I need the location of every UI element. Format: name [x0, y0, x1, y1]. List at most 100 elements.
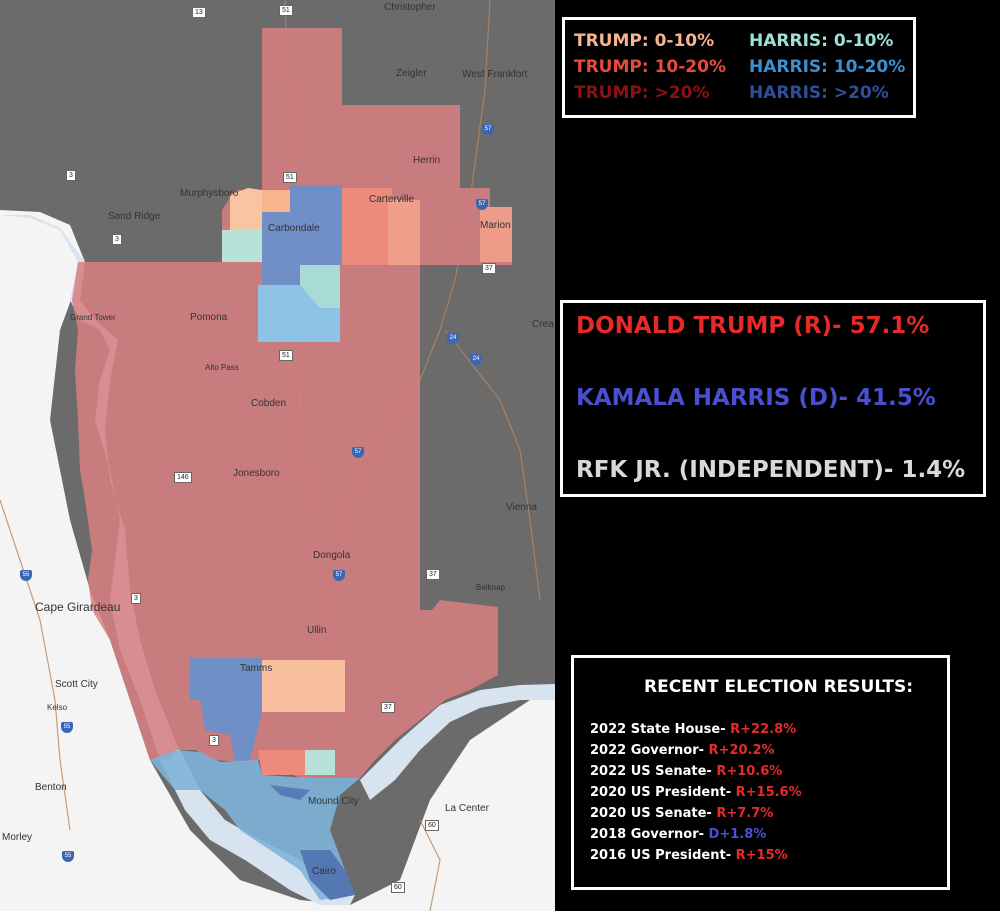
recent-result-row: 2020 US Senate- R+7.7% — [574, 803, 947, 824]
place-label: Jonesboro — [233, 468, 280, 479]
recent-result-value: R+15.6% — [735, 785, 802, 800]
recent-result-value: R+22.8% — [730, 722, 797, 737]
legend-harris-0-10: HARRIS: 0-10% — [749, 31, 894, 51]
interstate-shield: 55 — [62, 851, 74, 862]
place-label: Murphysboro — [180, 188, 239, 199]
place-label: Dongola — [313, 550, 351, 561]
place-label: Christopher — [384, 2, 436, 13]
recent-result-row: 2016 US President- R+15% — [574, 845, 947, 866]
route-shield: 3 — [209, 735, 219, 746]
place-label: La Center — [445, 803, 489, 814]
interstate-shield: 57 — [476, 199, 488, 210]
place-label: Cairo — [312, 866, 336, 877]
ohio-river — [360, 684, 555, 800]
precinct-trump-0-10 — [262, 190, 290, 212]
place-label: Belknap — [476, 583, 505, 592]
recent-result-label: 2020 US Senate- — [590, 806, 717, 821]
recent-result-label: 2022 US Senate- — [590, 764, 717, 779]
route-shield: 13 — [192, 7, 206, 18]
recent-result-row: 2020 US President- R+15.6% — [574, 782, 947, 803]
unshaded-land — [0, 210, 555, 911]
interstate-shield: 55 — [61, 722, 73, 733]
recent-results-box: RECENT ELECTION RESULTS: 2022 State Hous… — [571, 655, 950, 890]
legend-box: TRUMP: 0-10% HARRIS: 0-10% TRUMP: 10-20%… — [562, 17, 916, 118]
legend-harris-10-20: HARRIS: 10-20% — [749, 57, 906, 77]
precinct-harris-0-10 — [305, 750, 335, 775]
place-label: Carbondale — [268, 223, 320, 234]
place-label: Marion — [480, 220, 511, 231]
precinct-trump-0-10 — [260, 660, 345, 712]
recent-result-row: 2018 Governor- D+1.8% — [574, 824, 947, 845]
place-label: Herrin — [413, 155, 441, 166]
interstate-shield: 57 — [333, 570, 345, 581]
route-shield: 60 — [425, 820, 439, 831]
place-label: Grand Tower — [70, 313, 116, 322]
place-label: Scott City — [55, 679, 98, 690]
route-shield: 37 — [381, 702, 395, 713]
recent-result-label: 2022 Governor- — [590, 743, 709, 758]
route-shield: 60 — [391, 882, 405, 893]
recent-result-label: 2018 Governor- — [590, 827, 709, 842]
recent-result-value: R+15% — [735, 848, 788, 863]
interstate-shield: 57 — [482, 124, 494, 135]
result-harris: KAMALA HARRIS (D)- 41.5% — [576, 385, 936, 411]
route-shield: 51 — [283, 172, 297, 183]
precinct-harris-10-20 — [258, 285, 340, 342]
route-shield: 51 — [279, 5, 293, 16]
precinct-harris-10-20 — [262, 185, 342, 285]
route-shield: 146 — [174, 472, 192, 483]
place-label: Ullin — [307, 625, 327, 636]
route-shield: 51 — [279, 350, 293, 361]
recent-result-value: R+7.7% — [716, 806, 774, 821]
results-box: DONALD TRUMP (R)- 57.1% KAMALA HARRIS (D… — [560, 300, 986, 497]
precinct-trump-0-10 — [230, 188, 262, 230]
route-shield: 37 — [482, 263, 496, 274]
recent-result-label: 2016 US President- — [590, 848, 736, 863]
place-label: Tamms — [240, 663, 273, 674]
recent-results-title: RECENT ELECTION RESULTS: — [644, 677, 913, 697]
place-label: Cape Girardeau — [35, 600, 121, 614]
place-label: Zeigler — [396, 68, 427, 79]
recent-result-row: 2022 Governor- R+20.2% — [574, 740, 947, 761]
place-label: Alto Pass — [205, 363, 239, 372]
place-label: West Frankfort — [462, 69, 528, 80]
district-map[interactable]: Christopher Zeigler West Frankfort Herri… — [0, 0, 555, 911]
result-rfk: RFK JR. (INDEPENDENT)- 1.4% — [576, 457, 966, 483]
recent-result-row: 2022 US Senate- R+10.6% — [574, 761, 947, 782]
route-shield: 3 — [66, 170, 76, 181]
recent-result-value: R+10.6% — [716, 764, 783, 779]
place-label: Pomona — [190, 312, 228, 323]
recent-result-value: R+20.2% — [708, 743, 775, 758]
interstate-shield: 24 — [470, 354, 482, 365]
place-label: Kelso — [47, 703, 68, 712]
place-label: Cobden — [251, 398, 287, 409]
recent-result-value: D+1.8% — [708, 827, 767, 842]
interstate-shield: 55 — [20, 570, 32, 581]
precinct-harris-10-20 — [190, 658, 262, 762]
place-label: Morley — [2, 832, 33, 843]
precinct-harris-0-10 — [222, 230, 262, 262]
precinct-harris-gt-20 — [270, 785, 310, 800]
result-trump: DONALD TRUMP (R)- 57.1% — [576, 313, 930, 339]
route-shield: 3 — [112, 234, 122, 245]
place-label: Crea — [532, 319, 554, 330]
interstate-shield: 57 — [352, 447, 364, 458]
precinct-trump-10-20 — [258, 750, 310, 775]
legend-trump-10-20: TRUMP: 10-20% — [574, 57, 726, 77]
recent-result-label: 2020 US President- — [590, 785, 736, 800]
legend-trump-0-10: TRUMP: 0-10% — [574, 31, 715, 51]
place-label: Mound City — [308, 796, 359, 807]
legend-harris-gt-20: HARRIS: >20% — [749, 83, 889, 103]
map-canvas — [0, 0, 555, 911]
recent-results-list: 2022 State House- R+22.8% 2022 Governor-… — [574, 719, 947, 866]
place-label: Benton — [35, 782, 67, 793]
route-shield: 3 — [131, 593, 141, 604]
route-shield: 37 — [426, 569, 440, 580]
place-label: Carterville — [369, 194, 415, 205]
interstate-shield: 24 — [447, 333, 459, 344]
precinct-trump-0-10 — [342, 188, 392, 265]
recent-result-label: 2022 State House- — [590, 722, 731, 737]
place-label: Sand Ridge — [108, 211, 161, 222]
precinct-trump-0-10 — [480, 207, 512, 262]
place-label: Vienna — [506, 502, 537, 513]
